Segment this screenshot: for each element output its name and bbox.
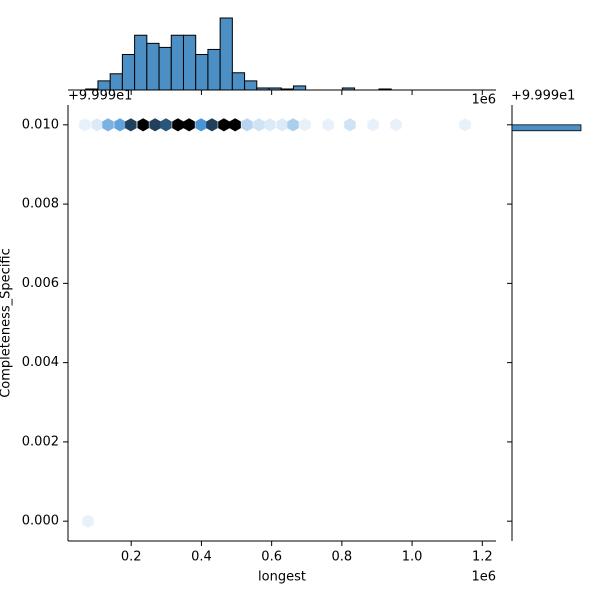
top-hist-bar [85, 88, 99, 91]
hexbin [299, 118, 311, 132]
hexbin [276, 118, 288, 132]
hexbin [149, 118, 161, 132]
top-hist-bar [170, 34, 184, 91]
hexbin [172, 118, 184, 132]
top-hist-bar [182, 34, 197, 91]
x-offset-label: 1e6 [471, 570, 496, 585]
hexbin [160, 118, 172, 132]
top-hist-bar [292, 85, 307, 91]
hexbin [229, 118, 241, 132]
top-hist-bar [341, 87, 356, 91]
hexbin [82, 514, 94, 528]
hexbin [218, 118, 230, 132]
top-hist-bar [195, 54, 209, 91]
hexbin [137, 118, 149, 132]
top-hist-bar [134, 34, 148, 91]
right-hist-bar [511, 124, 582, 132]
hexbin [91, 118, 103, 132]
right-offset-label: +9.999e1 [511, 89, 575, 104]
y-tick-label: 0.002 [22, 434, 59, 449]
hexbin [390, 118, 402, 132]
top-hist-bar [268, 87, 282, 91]
hexbin [183, 118, 195, 132]
x-tick-label: 1.0 [402, 550, 423, 565]
hexbin [241, 118, 253, 132]
top-hist-bar [378, 88, 392, 91]
hexbin [253, 118, 265, 132]
hexbin [125, 118, 137, 132]
top-hist-bar [109, 73, 123, 91]
top-hist-bar [146, 42, 160, 91]
y-tick-label: 0.006 [22, 276, 59, 291]
x-tick-label: 0.8 [332, 550, 353, 565]
top-hist-bar [207, 48, 221, 91]
top-hist-bar [244, 80, 258, 91]
y-tick-label: 0.000 [22, 514, 59, 529]
hexbin [344, 118, 356, 132]
y-tick-label: 0.004 [22, 355, 59, 370]
hexbin [367, 118, 379, 132]
y-offset-label: +9.999e1 [68, 89, 132, 104]
top-hist-bar [280, 88, 294, 91]
hexbin [264, 118, 276, 132]
x-axis-label: longest [258, 570, 306, 585]
hexbin [195, 118, 207, 132]
x-offset-label: 1e6 [471, 93, 496, 108]
hexbin [102, 118, 114, 132]
top-hist-bar [219, 17, 233, 91]
top-hist-bar [231, 72, 246, 91]
hexbin [322, 118, 334, 132]
y-axis-label: Completeness_Specific [0, 248, 14, 398]
x-tick-label: 0.2 [121, 550, 142, 565]
top-hist-bar [97, 80, 111, 91]
hexbin [206, 118, 218, 132]
top-hist-bar [121, 54, 136, 91]
y-tick-label: 0.008 [22, 197, 59, 212]
y-tick-label: 0.010 [22, 117, 59, 132]
top-hist-bar [256, 87, 270, 91]
hexbin [79, 118, 91, 132]
hexbin [287, 118, 299, 132]
top-hist-bar [158, 46, 172, 91]
x-tick-label: 1.2 [472, 550, 493, 565]
x-tick-label: 0.4 [191, 550, 212, 565]
x-tick-label: 0.6 [261, 550, 282, 565]
hexbin [114, 118, 126, 132]
hexbin [459, 118, 471, 132]
